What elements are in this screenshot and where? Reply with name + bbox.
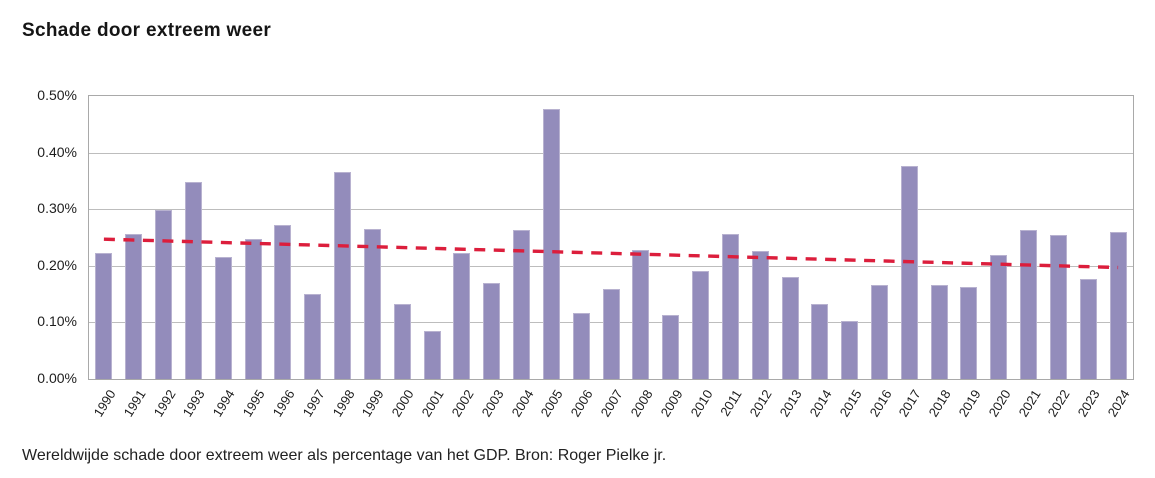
bar-2011: [721, 234, 739, 379]
bar-2020: [990, 255, 1008, 379]
bar-2002: [453, 253, 471, 379]
bar-2018: [930, 285, 948, 379]
bar-2004: [513, 229, 530, 379]
bar-1994: [214, 257, 232, 379]
bar-2013: [781, 276, 799, 379]
x-tick-label: 2016: [866, 387, 895, 420]
bar-2006: [572, 312, 590, 379]
x-tick-label: 2015: [836, 387, 865, 420]
bar-2024: [1109, 231, 1127, 379]
x-tick-label: 1995: [239, 387, 268, 420]
bar-1995: [244, 239, 262, 379]
bar-2003: [483, 283, 501, 379]
bar-2000: [393, 303, 411, 379]
x-tick-label: 2020: [985, 387, 1014, 420]
bar-1998: [334, 172, 351, 379]
x-tick-label: 1992: [150, 387, 179, 420]
x-tick-label: 2018: [925, 387, 954, 420]
x-tick-label: 2024: [1104, 387, 1133, 420]
bar-2005: [542, 108, 560, 379]
x-tick-label: 2022: [1045, 387, 1074, 420]
bar-1991: [125, 234, 143, 379]
bar-2014: [811, 303, 829, 379]
x-tick-label: 1994: [209, 387, 238, 420]
bar-2022: [1049, 234, 1067, 379]
x-tick-label: 1990: [90, 387, 119, 420]
x-tick-label: 2009: [657, 387, 686, 420]
bar-2021: [1020, 229, 1038, 379]
x-tick-label: 2004: [508, 387, 537, 420]
bar-2008: [632, 250, 650, 379]
plot-area: [88, 95, 1134, 380]
x-tick-label: 1997: [299, 387, 328, 420]
x-tick-label: 2013: [776, 387, 805, 420]
bar-1992: [155, 210, 173, 379]
x-tick-label: 1998: [329, 387, 358, 420]
x-tick-label: 2019: [955, 387, 984, 420]
bar-1996: [274, 225, 292, 379]
y-tick-label: 0.40%: [37, 143, 77, 160]
x-tick-label: 2017: [895, 387, 925, 420]
bar-2012: [751, 250, 769, 379]
chart-caption: Wereldwijde schade door extreem weer als…: [22, 447, 667, 464]
x-tick-label: 2008: [627, 387, 656, 420]
x-tick-label: 2014: [806, 387, 835, 420]
x-tick-label: 2000: [388, 387, 417, 420]
x-tick-label: 2007: [597, 387, 626, 420]
gridline: [89, 152, 1133, 154]
bar-2019: [960, 286, 978, 379]
chart-title: Schade door extreem weer: [22, 20, 272, 41]
bar-2007: [602, 289, 620, 379]
bar-1999: [363, 229, 381, 379]
bar-1997: [304, 293, 322, 379]
x-tick-label: 2003: [478, 387, 507, 420]
bar-2009: [662, 315, 680, 379]
x-tick-label: 1999: [359, 387, 388, 420]
y-tick-label: 0.50%: [37, 87, 77, 103]
x-tick-label: 2005: [537, 387, 567, 420]
x-tick-label: 2012: [746, 387, 775, 420]
x-tick-label: 2021: [1015, 387, 1044, 420]
bar-2017: [900, 165, 918, 379]
bar-1993: [184, 182, 202, 379]
x-tick-label: 1991: [120, 387, 149, 420]
x-tick-label: 1993: [180, 387, 209, 420]
bar-2010: [692, 270, 709, 379]
bar-2015: [841, 320, 859, 379]
y-tick-label: 0.10%: [37, 313, 77, 330]
gridline: [89, 209, 1133, 211]
y-tick-label: 0.30%: [37, 200, 77, 217]
x-tick-label: 2011: [717, 387, 746, 419]
x-tick-label: 1996: [269, 387, 298, 420]
x-tick-label: 2006: [567, 387, 596, 420]
bar-2023: [1079, 279, 1097, 379]
bar-1990: [95, 253, 113, 379]
x-tick-label: 2001: [418, 387, 447, 420]
x-tick-label: 2002: [448, 387, 477, 420]
x-tick-label: 2023: [1074, 387, 1104, 420]
bar-2001: [423, 330, 441, 379]
bar-2016: [871, 285, 888, 379]
x-tick-label: 2010: [687, 387, 716, 420]
y-tick-label: 0.00%: [37, 370, 77, 386]
y-tick-label: 0.20%: [37, 256, 77, 273]
